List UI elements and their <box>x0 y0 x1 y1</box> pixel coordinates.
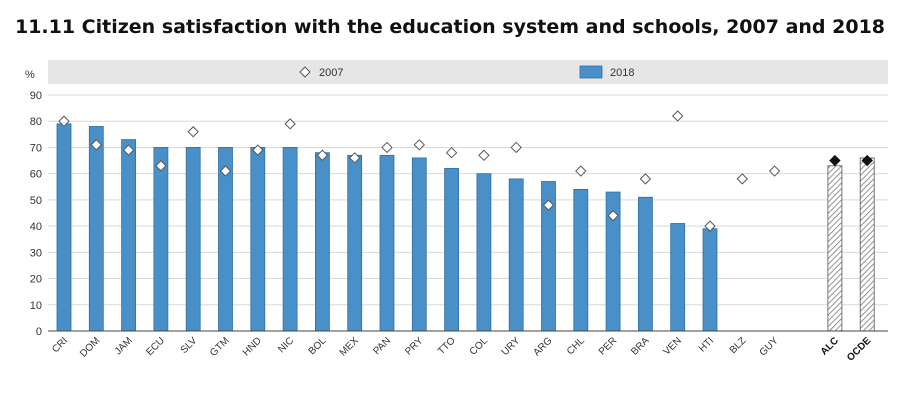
marker-ocde <box>861 154 873 167</box>
bar-mex <box>347 154 363 332</box>
x-tick-label: ARG <box>532 335 555 358</box>
bar-bra <box>638 196 653 332</box>
x-tick-label: CHL <box>565 335 587 357</box>
x-tick-label: BLZ <box>728 335 749 356</box>
marker-hnd <box>252 144 264 156</box>
y-tick-label: 30 <box>30 247 42 259</box>
y-tick-label: 0 <box>36 326 42 338</box>
marker-ecu <box>155 160 167 172</box>
marker-cri <box>58 115 70 127</box>
chart-title: 11.11 Citizen satisfaction with the educ… <box>14 16 886 38</box>
bar-alc <box>827 165 843 332</box>
x-tick-label: PAN <box>371 335 393 357</box>
y-tick-label: 70 <box>30 142 42 154</box>
x-tick-label: ECU <box>144 335 167 358</box>
y-tick-label: 40 <box>30 221 42 233</box>
marker-chl <box>575 165 587 177</box>
legend-marker-2007 <box>299 66 311 78</box>
x-tick-label: OCDE <box>845 335 873 363</box>
y-axis-label: % <box>25 69 35 81</box>
legend-label-2018: 2018 <box>610 67 634 79</box>
x-tick-label: MEX <box>338 335 361 358</box>
x-tick-label: CRI <box>50 335 70 355</box>
bar-dom <box>88 126 104 332</box>
marker-mex <box>348 152 361 164</box>
bar-ecu <box>153 147 169 332</box>
bar-hnd <box>250 147 266 332</box>
x-tick-label: DOM <box>78 335 102 359</box>
x-tick-label: GTM <box>208 335 231 358</box>
x-tick-label: SLV <box>179 335 200 356</box>
marker-nic <box>284 118 296 130</box>
y-tick-label: 90 <box>30 90 42 102</box>
x-tick-label: HTI <box>697 335 716 354</box>
bar-pry <box>411 157 427 332</box>
bar-chl <box>573 188 589 332</box>
y-tick-label: 50 <box>30 195 42 207</box>
marker-per <box>607 209 619 222</box>
legend-label-2007: 2007 <box>319 67 343 79</box>
marker-col <box>478 149 490 162</box>
x-tick-label: TTO <box>436 335 458 357</box>
x-tick-label: NIC <box>276 335 296 355</box>
legend-box <box>48 60 888 84</box>
marker-arg <box>542 199 555 211</box>
x-tick-label: PRY <box>403 335 425 357</box>
bar-ven <box>670 223 686 332</box>
marker-guy <box>768 165 781 177</box>
x-tick-label: BRA <box>629 335 652 358</box>
marker-pan <box>381 141 393 154</box>
marker-jam <box>122 144 135 156</box>
legend-swatch-2018 <box>579 65 603 79</box>
x-tick-label: VEN <box>662 335 684 357</box>
bar-col <box>476 173 492 332</box>
y-tick-label: 20 <box>30 274 42 286</box>
marker-slv <box>187 126 199 138</box>
bar-tto <box>444 168 460 332</box>
marker-ury <box>510 141 522 154</box>
x-tick-label: COL <box>468 335 491 358</box>
y-tick-label: 80 <box>30 116 42 128</box>
marker-alc <box>829 154 841 167</box>
marker-dom <box>90 139 103 151</box>
x-tick-label: PER <box>597 335 619 357</box>
bar-ury <box>508 178 524 332</box>
x-tick-label: HND <box>241 335 264 358</box>
marker-pry <box>413 139 426 151</box>
marker-blz <box>736 173 749 185</box>
bar-bol <box>314 152 330 332</box>
y-tick-label: 60 <box>30 169 42 181</box>
bar-pan <box>379 154 395 332</box>
marker-tto <box>445 146 458 159</box>
x-tick-label: ALC <box>819 335 841 357</box>
x-tick-label: GUY <box>758 335 781 358</box>
x-tick-label: BOL <box>307 335 329 357</box>
y-tick-label: 10 <box>30 300 42 312</box>
bar-hti <box>702 228 718 332</box>
x-tick-label: JAM <box>113 335 135 357</box>
marker-ven <box>671 110 684 122</box>
bar-cri <box>56 123 72 332</box>
bar-nic <box>282 147 298 332</box>
marker-bra <box>639 173 652 185</box>
bar-jam <box>121 139 136 332</box>
x-tick-label: URY <box>500 335 523 358</box>
bar-ocde <box>859 157 875 332</box>
legend: 2007 2018 <box>299 65 634 79</box>
marker-hti <box>704 220 716 232</box>
marker-bol <box>316 149 329 162</box>
bar-slv <box>185 147 201 332</box>
marker-gtm <box>219 165 232 177</box>
